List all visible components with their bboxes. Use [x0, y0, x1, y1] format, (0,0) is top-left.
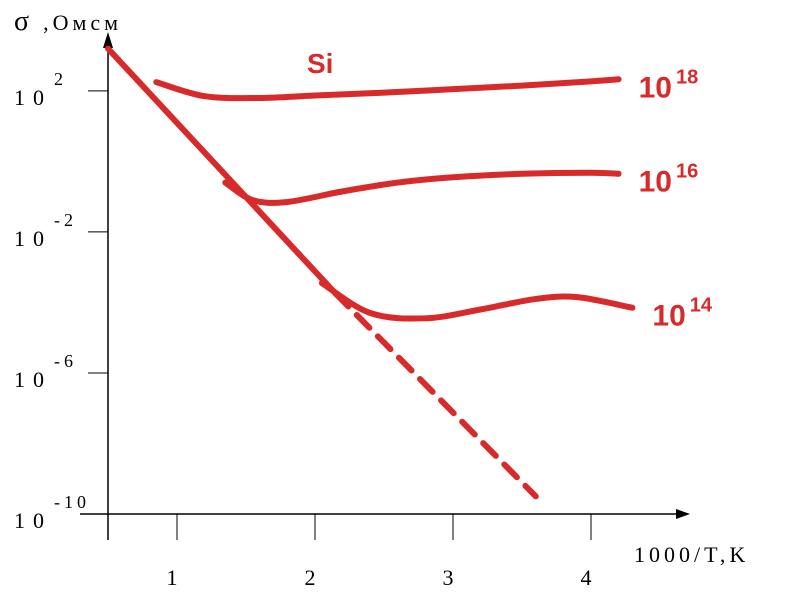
y-tick-label: 102	[14, 69, 67, 110]
y-axis-title: σ ,Омсм	[14, 6, 122, 37]
series-label-exponent: 16	[676, 161, 698, 183]
series-label: 10 14	[652, 295, 712, 333]
y-tick-exponent: 2	[54, 69, 67, 89]
y-tick-label: 10-6	[14, 351, 77, 392]
series-line-solid	[318, 280, 636, 322]
y-tick-exponent: -6	[54, 351, 77, 371]
series-label-exponent: 14	[690, 295, 713, 317]
curves	[105, 45, 636, 500]
y-axis-unit: ,Омсм	[43, 10, 122, 35]
series-line-solid	[222, 169, 622, 206]
chart-title: Si	[307, 48, 333, 79]
y-axis-symbol: σ	[14, 6, 33, 37]
series-label-exponent: 18	[676, 66, 698, 88]
x-axis-arrow	[676, 509, 690, 519]
x-tick-label: 1	[167, 565, 178, 590]
x-axis-title: 1000/T,K	[634, 542, 749, 567]
series-line-solid	[153, 76, 622, 102]
y-tick-base: 10	[14, 226, 52, 251]
series-label-base: 10	[652, 300, 685, 333]
x-tick-label: 2	[305, 565, 316, 590]
y-tick-base: 10	[14, 367, 52, 392]
x-ticks: 1 2 3 4	[167, 514, 592, 590]
series-line-solid	[105, 45, 339, 297]
series-label: 10 18	[639, 66, 699, 104]
x-tick-label: 3	[443, 565, 454, 590]
y-tick-base: 10	[14, 508, 52, 533]
y-axis-arrow	[103, 32, 113, 48]
series-label: 10 16	[639, 161, 699, 199]
y-tick-exponent: -10	[54, 492, 90, 512]
series-label-base: 10	[639, 71, 672, 104]
y-tick-label: 10-10	[14, 492, 90, 533]
y-tick-exponent: -2	[54, 210, 77, 230]
x-tick-label: 4	[581, 565, 592, 590]
y-tick-label: 10-2	[14, 210, 77, 251]
series-label-base: 10	[639, 166, 672, 199]
series-line-dashed	[332, 290, 539, 500]
y-tick-base: 10	[14, 85, 52, 110]
